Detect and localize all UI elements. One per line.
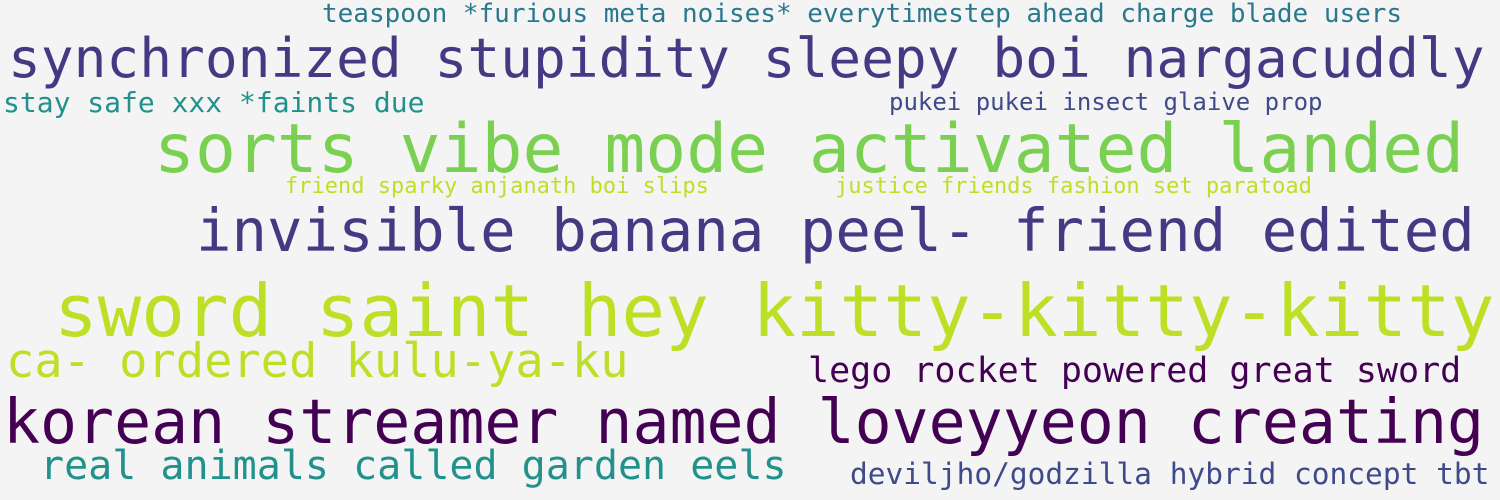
cloud-phrase-9: sword saint hey kitty-kitty-kitty bbox=[54, 270, 1495, 354]
cloud-phrase-3: stay safe xxx *faints due bbox=[3, 86, 425, 119]
cloud-phrase-5: sorts vibe mode activated landed bbox=[154, 110, 1465, 189]
cloud-phrase-13: real animals called garden eels bbox=[40, 443, 787, 489]
cloud-phrase-12: korean streamer named loveyyeon creating bbox=[3, 386, 1485, 458]
cloud-phrase-7: justice friends fashion set paratoad bbox=[835, 174, 1312, 199]
cloud-phrase-6: friend sparky anjanath boi slips bbox=[285, 174, 709, 199]
cloud-phrase-8: invisible banana peel- friend edited bbox=[196, 196, 1475, 265]
cloud-phrase-10: ca- ordered kulu-ya-ku bbox=[6, 334, 629, 389]
cloud-phrase-14: deviljho/godzilla hybrid concept tbt bbox=[850, 457, 1490, 491]
cloud-phrase-2: synchronized stupidity sleepy boi nargac… bbox=[8, 26, 1485, 90]
cloud-phrase-11: lego rocket powered great sword bbox=[808, 351, 1462, 391]
cloud-phrase-4: pukei pukei insect glaive prop bbox=[889, 88, 1323, 116]
cloud-phrase-1: teaspoon *furious meta noises* everytime… bbox=[322, 0, 1403, 29]
